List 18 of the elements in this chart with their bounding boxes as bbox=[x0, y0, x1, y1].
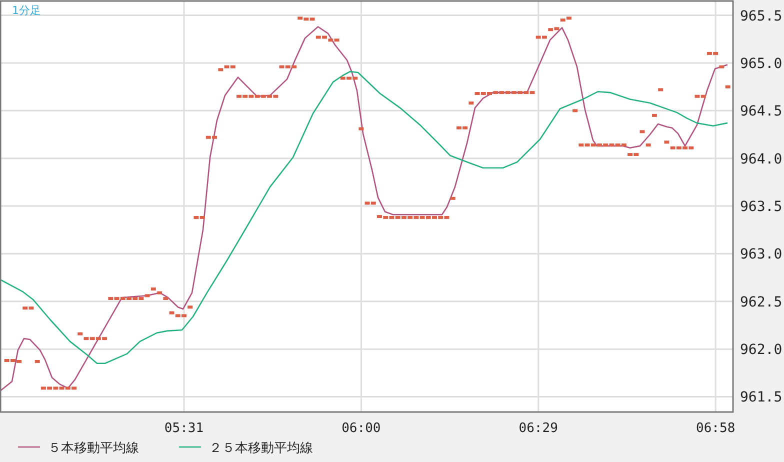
y-tick-label: 963.0 bbox=[740, 246, 782, 263]
legend-label: ５本移動平均線 bbox=[48, 441, 139, 456]
line-series bbox=[0, 26, 728, 392]
y-tick-label: 963.5 bbox=[740, 199, 782, 216]
y-tick-label: 961.5 bbox=[740, 390, 782, 406]
y-tick-label: 965.0 bbox=[740, 56, 782, 72]
x-tick-label: 05:31 bbox=[164, 421, 204, 436]
y-tick-label: 965.5 bbox=[740, 8, 782, 24]
y-tick-label: 964.5 bbox=[740, 104, 782, 120]
line-series bbox=[0, 70, 728, 364]
x-tick-label: 06:00 bbox=[342, 421, 381, 436]
chart-title: 1分足 bbox=[12, 4, 41, 17]
x-tick-label: 06:29 bbox=[518, 421, 558, 436]
y-tick-label: 962.0 bbox=[740, 342, 782, 358]
x-tick-label: 06:58 bbox=[696, 421, 736, 436]
y-tick-label: 962.5 bbox=[740, 294, 782, 310]
y-tick-label: 964.0 bbox=[740, 151, 782, 168]
legend-label: ２５本移動平均線 bbox=[209, 441, 313, 456]
